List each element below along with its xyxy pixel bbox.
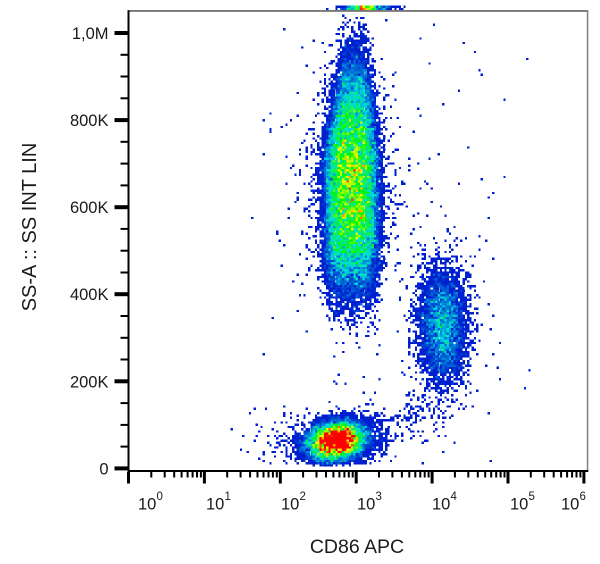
svg-text:2: 2 [300, 491, 306, 503]
svg-text:6: 6 [580, 491, 586, 503]
svg-text:CD86 APC: CD86 APC [310, 536, 404, 558]
svg-text:600K: 600K [70, 199, 109, 217]
svg-text:0: 0 [157, 491, 163, 503]
svg-text:400K: 400K [70, 286, 109, 304]
svg-text:10: 10 [432, 496, 450, 514]
svg-text:10: 10 [357, 496, 375, 514]
svg-text:10: 10 [138, 496, 156, 514]
svg-text:10: 10 [281, 496, 299, 514]
svg-text:200K: 200K [70, 373, 109, 391]
svg-text:10: 10 [510, 496, 528, 514]
svg-text:SS-A :: SS INT LIN: SS-A :: SS INT LIN [19, 143, 41, 312]
svg-text:1,0M: 1,0M [72, 25, 109, 43]
svg-text:3: 3 [376, 491, 382, 503]
svg-text:10: 10 [206, 496, 224, 514]
svg-text:800K: 800K [70, 112, 109, 130]
svg-text:0: 0 [99, 460, 108, 478]
svg-text:1: 1 [225, 491, 231, 503]
svg-text:4: 4 [451, 491, 458, 503]
svg-text:10: 10 [561, 496, 579, 514]
svg-text:5: 5 [529, 491, 535, 503]
